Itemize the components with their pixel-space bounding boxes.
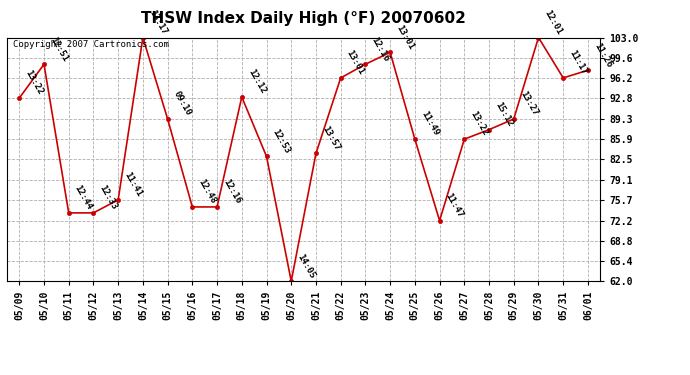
Text: Copyright 2007 Cartronics.com: Copyright 2007 Cartronics.com bbox=[13, 40, 169, 49]
Text: 12:51: 12:51 bbox=[48, 35, 70, 63]
Text: 13:27: 13:27 bbox=[518, 90, 539, 117]
Text: 13:22: 13:22 bbox=[469, 110, 490, 138]
Text: 13:01: 13:01 bbox=[394, 23, 415, 51]
Text: 11:17: 11:17 bbox=[567, 49, 589, 76]
Text: 09:10: 09:10 bbox=[172, 90, 193, 117]
Text: 12:48: 12:48 bbox=[197, 178, 218, 206]
Text: 12:16: 12:16 bbox=[221, 178, 242, 206]
Text: 12:53: 12:53 bbox=[270, 127, 292, 155]
Text: 11:26: 11:26 bbox=[592, 41, 613, 69]
Text: 11:49: 11:49 bbox=[419, 110, 440, 138]
Text: 13:22: 13:22 bbox=[23, 69, 45, 97]
Text: 12:12: 12:12 bbox=[246, 68, 267, 96]
Text: 11:41: 11:41 bbox=[122, 171, 144, 198]
Text: 14:05: 14:05 bbox=[295, 252, 317, 280]
Text: 13:01: 13:01 bbox=[345, 49, 366, 76]
Text: 12:01: 12:01 bbox=[542, 8, 564, 36]
Text: 12:33: 12:33 bbox=[97, 184, 119, 211]
Text: 15:12: 15:12 bbox=[493, 100, 515, 128]
Text: 12:44: 12:44 bbox=[73, 184, 94, 211]
Text: 11:47: 11:47 bbox=[444, 192, 465, 219]
Text: 13:17: 13:17 bbox=[147, 8, 168, 36]
Text: THSW Index Daily High (°F) 20070602: THSW Index Daily High (°F) 20070602 bbox=[141, 11, 466, 26]
Text: 12:16: 12:16 bbox=[370, 35, 391, 63]
Text: 13:57: 13:57 bbox=[320, 124, 342, 152]
